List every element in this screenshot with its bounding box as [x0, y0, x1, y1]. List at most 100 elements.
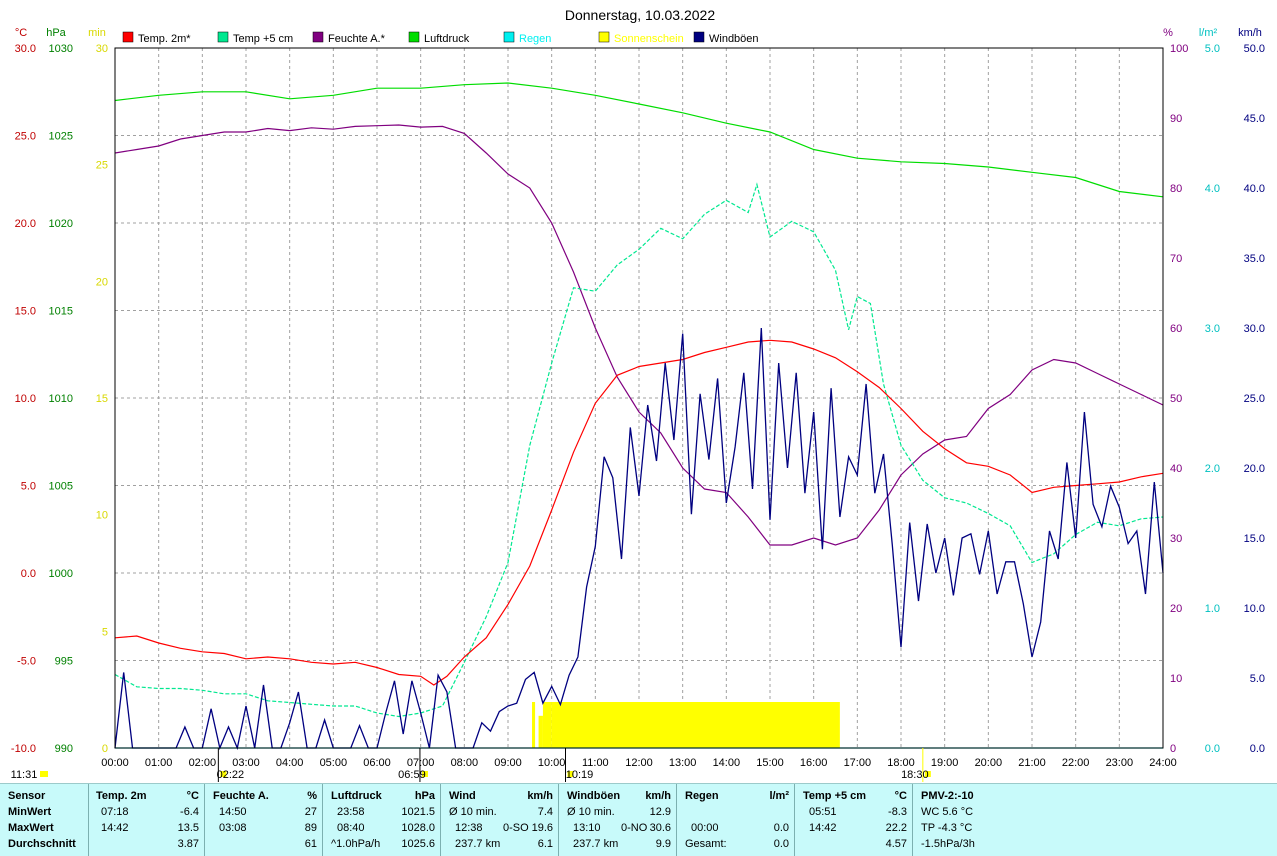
- rain-unit: l/m²: [769, 790, 789, 802]
- sunset-label: 18:30: [901, 769, 929, 781]
- rain-axis-tick: 4.0: [1205, 183, 1220, 195]
- humidity-unit-label: %: [1163, 27, 1173, 39]
- moonset-marker-dot: [220, 771, 227, 777]
- humidity-line: [114, 124, 1164, 546]
- time-axis-tick: 01:00: [145, 757, 173, 769]
- series-layer: [114, 82, 1164, 751]
- temp5cm-header: Temp +5 cm: [803, 790, 867, 802]
- pmv-windchill: WC 5.6 °C: [921, 806, 974, 818]
- rain-max-time: 00:00: [691, 822, 719, 834]
- stats-wind-block: Wind km/h Ø 10 min. 7.4 12:38 0-SO 19.6 …: [440, 784, 559, 856]
- time-axis-tick: 08:00: [451, 757, 479, 769]
- temp5cm-min-time: 05:51: [809, 806, 837, 818]
- time-axis-tick: 21:00: [1018, 757, 1046, 769]
- time-axis-tick: 18:00: [887, 757, 915, 769]
- stats-header-sensor: Sensor: [8, 790, 46, 802]
- pressure-axis-tick: 1030: [49, 43, 73, 55]
- temp-axis-tick: 5.0: [21, 481, 36, 493]
- temp-unit-label: °C: [15, 27, 27, 39]
- humidity-avg-value: 61: [304, 838, 317, 850]
- temp-axis-tick: 15.0: [15, 306, 36, 318]
- time-axis-tick: 17:00: [844, 757, 872, 769]
- sunshine-bar: [538, 715, 543, 748]
- pressure-trend-label: ^1.0hPa/h: [331, 838, 381, 850]
- sunrise-marker-dot: [421, 771, 428, 777]
- wind-header: Wind: [449, 790, 476, 802]
- wind-avg10-value: 7.4: [537, 806, 553, 818]
- stats-pmv-block: PMV-2:-10 WC 5.6 °C TP -4.3 °C -1.5hPa/3…: [912, 784, 1277, 856]
- time-markers: 11:31 02:22 06:59 10:19 18:30: [11, 748, 931, 782]
- time-axis-tick: 00:00: [101, 757, 129, 769]
- temp2m-unit: °C: [186, 790, 199, 802]
- stats-temp2m-block: Temp. 2m °C 07:18 -6.4 14:42 13.5 3.87: [88, 784, 205, 856]
- temp5cm-min-value: -8.3: [888, 806, 907, 818]
- temp5cm-unit: °C: [894, 790, 907, 802]
- humidity-axis-tick: 90: [1170, 113, 1182, 125]
- wind-axis-tick: 5.0: [1250, 673, 1265, 685]
- rain-total-value: 0.0: [773, 838, 789, 850]
- temp-axis-tick: -10.0: [11, 743, 36, 755]
- stats-label-max: MaxWert: [8, 822, 54, 834]
- sunshine-axis-tick: 5: [102, 626, 108, 638]
- legend-label: Temp +5 cm: [233, 33, 293, 45]
- stats-labels-block: Sensor MinWert MaxWert Durchschnitt: [0, 784, 88, 856]
- humidity-axis-tick: 50: [1170, 393, 1182, 405]
- temp2m-line: [114, 339, 1164, 686]
- legend-label: Regen: [519, 33, 551, 45]
- wind-avg10-label: Ø 10 min.: [449, 806, 497, 818]
- sunshine-axis-tick: 10: [96, 510, 108, 522]
- legend-label: Sonnenschein: [614, 33, 684, 45]
- temp2m-min-value: -6.4: [180, 806, 199, 818]
- legend-label: Luftdruck: [424, 33, 470, 45]
- wind-max-time: 12:38: [455, 822, 483, 834]
- humidity-min-time: 14:50: [219, 806, 247, 818]
- time-axis-tick: 03:00: [232, 757, 260, 769]
- pmv-dewpoint: TP -4.3 °C: [921, 822, 973, 834]
- humidity-axis-tick: 60: [1170, 323, 1182, 335]
- humidity-unit: %: [307, 790, 317, 802]
- wind-unit-label: km/h: [1238, 27, 1262, 39]
- time-axis-tick: 09:00: [494, 757, 522, 769]
- pressure-axis-tick: 1015: [49, 306, 73, 318]
- moonset-label: 02:22: [217, 769, 245, 781]
- pressure-axis-tick: 1000: [49, 568, 73, 580]
- sunshine-axis-tick: 0: [102, 743, 108, 755]
- wind-unit: km/h: [527, 790, 553, 802]
- temp-axis-tick: 30.0: [15, 43, 36, 55]
- rain-unit-label: l/m²: [1199, 27, 1218, 39]
- sunshine-bar: [551, 702, 840, 748]
- sunshine-axis-tick: 30: [96, 43, 108, 55]
- stats-temp5cm-block: Temp +5 cm °C 05:51 -8.3 14:42 22.2 4.57: [794, 784, 913, 856]
- humidity-min-value: 27: [304, 806, 317, 818]
- humidity-axis-tick: 10: [1170, 673, 1182, 685]
- temp-axis-tick: 25.0: [15, 131, 36, 143]
- legend-swatch: [312, 31, 324, 43]
- rain-axis-tick: 5.0: [1205, 43, 1220, 55]
- wind-axis-tick: 25.0: [1244, 393, 1265, 405]
- pressure-avg-value: 1025.6: [401, 838, 435, 850]
- humidity-axis-tick: 40: [1170, 463, 1182, 475]
- chart-title: Donnerstag, 10.03.2022: [565, 7, 715, 23]
- axis-unit-labels: °C hPa min % l/m² km/h: [15, 27, 1262, 39]
- wind-axis-tick: 35.0: [1244, 253, 1265, 265]
- temp-axis-tick: 20.0: [15, 218, 36, 230]
- stats-rain-block: Regen l/m² 00:00 0.0 Gesamt: 0.0: [676, 784, 795, 856]
- temp2m-max-time: 14:42: [101, 822, 129, 834]
- humidity-header: Feuchte A.: [213, 790, 269, 802]
- stats-humidity-block: Feuchte A. % 14:50 27 03:08 89 61: [204, 784, 323, 856]
- temp5cm-max-value: 22.2: [885, 822, 907, 834]
- sunrise-label: 06:59: [398, 769, 426, 781]
- wind-max-value: 19.6: [531, 822, 553, 834]
- sunshine-axis-tick: 25: [96, 160, 108, 172]
- humidity-axis-tick: 30: [1170, 533, 1182, 545]
- time-axis-tick: 13:00: [669, 757, 697, 769]
- time-axis-tick: 22:00: [1062, 757, 1090, 769]
- gusts-distance: 237.7 km: [573, 838, 619, 850]
- rain-axis-tick: 3.0: [1205, 323, 1220, 335]
- wind-max-direction: 0-SO: [503, 822, 529, 834]
- time-axis-tick: 15:00: [756, 757, 784, 769]
- plot-frame: [114, 47, 1164, 749]
- wind-axis-tick: 0.0: [1250, 743, 1265, 755]
- gusts-unit: km/h: [645, 790, 671, 802]
- pressure-axis-tick: 1005: [49, 481, 73, 493]
